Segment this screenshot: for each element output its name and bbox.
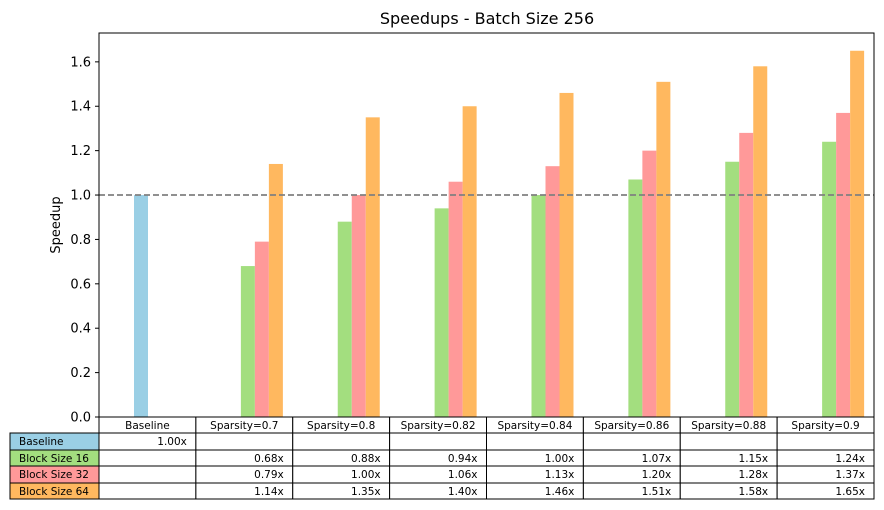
bar-block-size-64 [753,66,768,417]
bar-block-size-16 [822,141,837,417]
bar-block-size-64 [268,163,283,417]
bar-block-size-32 [739,132,754,417]
column-header: Sparsity=0.84 [497,420,572,432]
bar-block-size-32 [836,112,851,417]
bar-block-size-16 [628,179,643,417]
table-cell-value: 1.24x [835,453,865,465]
bar-block-size-16 [725,161,740,417]
bar-block-size-64 [850,50,865,417]
table-cell-value: 1.06x [448,469,478,481]
table-cell-value: 1.58x [739,486,769,498]
bar-block-size-16 [240,266,255,417]
bar-block-size-32 [545,166,560,417]
bar-baseline [134,195,148,417]
y-tick-label: 0.0 [70,411,91,426]
y-tick-label: 0.6 [70,277,91,292]
y-tick-label: 0.4 [70,322,91,337]
column-header: Sparsity=0.8 [307,420,375,432]
column-header: Sparsity=0.88 [691,420,766,432]
column-header: Baseline [125,420,170,432]
table-cell [776,432,875,451]
table-cell-value: 1.00x [157,436,187,448]
table-cell-value: 1.15x [739,453,769,465]
y-tick-label: 0.2 [70,366,91,381]
row-label: Block Size 32 [19,469,89,481]
row-label: Block Size 64 [19,486,89,498]
table-cell-value: 0.68x [254,453,284,465]
bar-block-size-32 [448,181,463,417]
row-label: Block Size 16 [19,453,89,465]
bar-block-size-32 [254,241,269,417]
table-cell [776,482,875,500]
table-cell-value: 0.94x [448,453,478,465]
table-cell-value: 1.37x [835,469,865,481]
row-label: Baseline [19,436,64,448]
bar-block-size-16 [434,208,449,417]
table-cell-value: 1.00x [545,453,575,465]
table-cell [195,432,294,451]
table-cell [98,449,197,467]
table-cell-value: 1.14x [254,486,284,498]
column-header: Sparsity=0.86 [594,420,669,432]
bar-block-size-16 [531,195,546,417]
table-cell-value: 1.46x [545,486,575,498]
table-cell-value: 1.40x [448,486,478,498]
column-header: Sparsity=0.9 [791,420,859,432]
table-cell [98,482,197,500]
table-cell-value: 1.00x [351,469,381,481]
bar-block-size-64 [656,81,671,417]
y-tick-label: 1.6 [70,55,91,70]
table-cell [292,432,391,451]
bar-block-size-32 [642,150,657,418]
table-cell [389,432,487,451]
table-cell-value: 1.51x [642,486,672,498]
bar-block-size-32 [351,195,366,417]
table-cell-value: 1.07x [642,453,672,465]
column-header: Sparsity=0.7 [210,420,278,432]
table-cell-value: 1.65x [835,486,865,498]
bar-block-size-64 [462,106,477,417]
y-tick-label: 1.0 [70,189,91,204]
chart-title: Speedups - Batch Size 256 [380,9,594,28]
table-cell-value: 1.20x [642,469,672,481]
table-cell-value: 0.88x [351,453,381,465]
y-axis-label: Speedup [49,196,64,253]
y-tick-label: 1.4 [70,100,91,115]
bar-block-size-64 [559,92,574,417]
column-header: Sparsity=0.82 [401,420,476,432]
bar-block-size-16 [337,221,352,417]
table-cell [486,432,584,451]
table-cell [679,432,778,451]
table-cell [98,465,197,484]
table-cell-value: 1.13x [545,469,575,481]
table-cell-value: 1.35x [351,486,381,498]
table-cell-value: 0.79x [254,469,284,481]
y-tick-label: 0.8 [70,233,91,248]
table-cell-value: 1.28x [739,469,769,481]
y-tick-label: 1.2 [70,144,91,159]
bar-block-size-64 [365,117,380,418]
table-cell [582,432,681,451]
